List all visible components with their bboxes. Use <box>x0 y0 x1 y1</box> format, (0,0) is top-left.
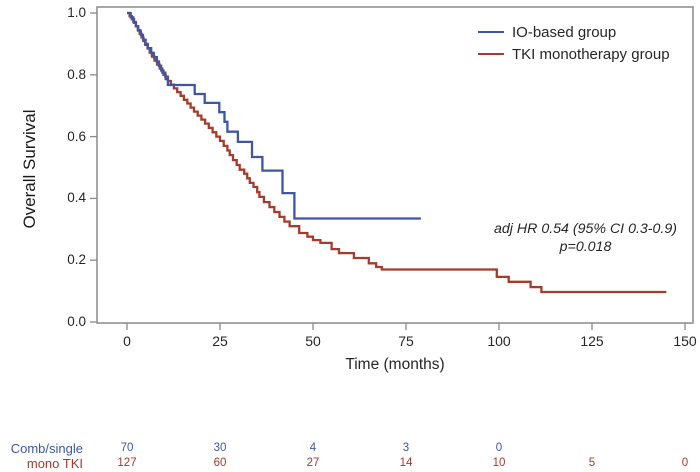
risk-count: 4 <box>309 442 317 454</box>
legend-label-tki: TKI monotherapy group <box>512 45 670 63</box>
x-tick-label: 50 <box>305 333 321 349</box>
y-tick-label: 0.2 <box>67 252 86 268</box>
risk-count: 60 <box>213 457 227 469</box>
x-tick-label: 100 <box>487 333 511 349</box>
x-tick-labels: 0 25 50 75 100 125 150 <box>0 333 700 349</box>
plot-frame <box>96 6 694 324</box>
hr-line: adj HR 0.54 (95% CI 0.3-0.9) <box>494 221 677 237</box>
risk-count: 3 <box>402 442 410 454</box>
y-axis-title: Overall Survival <box>20 109 39 229</box>
legend-line-io-icon <box>478 30 504 34</box>
km-curve-tki-mono <box>127 11 667 294</box>
risk-count: 27 <box>306 457 320 469</box>
y-tick-label: 0.6 <box>67 128 86 144</box>
x-tick-label: 125 <box>580 333 604 349</box>
risk-row-label-comb-single: Comb/single <box>10 441 83 456</box>
x-tick-label: 150 <box>673 333 697 349</box>
y-tick-label: 1.0 <box>67 5 86 20</box>
x-tick-label: 75 <box>398 333 414 349</box>
risk-count: 10 <box>492 457 506 469</box>
legend: IO-based group TKI monotherapy group <box>478 21 670 65</box>
risk-count: 127 <box>117 457 137 469</box>
legend-label-io: IO-based group <box>512 23 617 41</box>
legend-item-tki-mono: TKI monotherapy group <box>478 43 670 65</box>
x-tick-label: 0 <box>123 333 131 349</box>
risk-count: 70 <box>120 442 134 454</box>
x-axis-title: Time (months) <box>345 356 445 373</box>
legend-item-io-based: IO-based group <box>478 21 670 43</box>
y-tick-label: 0.8 <box>67 66 86 82</box>
risk-count: 0 <box>495 442 503 454</box>
risk-count: 30 <box>213 442 227 454</box>
pvalue-line: p=0.018 <box>559 239 612 255</box>
hazard-ratio-annotation: adj HR 0.54 (95% CI 0.3-0.9) p=0.018 <box>468 220 700 256</box>
y-tick-label: 0.0 <box>67 314 86 329</box>
x-tick-label: 25 <box>212 333 228 349</box>
risk-row-label-mono-tki: mono TKI <box>26 456 83 471</box>
risk-count: 5 <box>588 457 596 469</box>
y-tick-label: 0.4 <box>67 190 86 206</box>
risk-count: 14 <box>399 457 413 469</box>
km-curve-io-based <box>127 11 421 220</box>
risk-count: 0 <box>681 457 689 469</box>
legend-line-tki-icon <box>478 52 504 56</box>
